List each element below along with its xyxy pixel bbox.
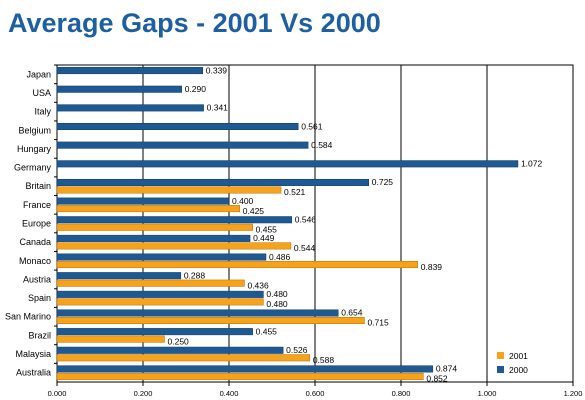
legend-label-2001: 2001 — [509, 351, 528, 361]
category-label: Malaysia — [15, 349, 51, 359]
x-tick-label: 0.800 — [392, 389, 411, 398]
value-label-2000: 0.725 — [372, 177, 394, 187]
bar-2000 — [56, 309, 339, 317]
category-label: Canada — [19, 237, 51, 247]
x-tick-label: 0.600 — [306, 389, 325, 398]
bar-2001 — [56, 354, 311, 362]
value-label-2000: 0.449 — [253, 233, 275, 243]
bar-2000 — [56, 141, 309, 149]
value-label-2000: 0.288 — [184, 270, 206, 280]
bar-2000 — [56, 290, 264, 298]
bar-2001 — [56, 205, 240, 213]
category-label: Japan — [26, 69, 51, 79]
legend-swatch-2001 — [497, 352, 504, 359]
bar-2001 — [56, 186, 282, 194]
category-label: France — [23, 200, 51, 210]
value-label-2000: 0.654 — [341, 308, 363, 318]
bar-2000 — [56, 365, 434, 373]
category-label: San Marino — [5, 312, 51, 322]
value-label-2000: 0.874 — [436, 364, 458, 374]
bar-2000 — [56, 253, 267, 261]
value-label-2001: 0.544 — [294, 243, 316, 253]
bar-2000 — [56, 346, 284, 354]
bar-2000 — [56, 272, 182, 280]
bar-2001 — [56, 316, 365, 324]
x-tick-label: 1.000 — [478, 389, 497, 398]
value-label-2001: 0.250 — [168, 336, 190, 346]
category-label: Australia — [16, 368, 51, 378]
bar-2000 — [56, 216, 293, 224]
value-label-2000: 0.339 — [206, 65, 228, 75]
value-label-2001: 0.839 — [421, 262, 443, 272]
bar-2001 — [56, 223, 253, 231]
value-label-2000: 0.290 — [185, 84, 207, 94]
value-label-2001: 0.715 — [367, 318, 389, 328]
x-tick-label: 0.400 — [220, 389, 239, 398]
bar-2000 — [56, 328, 253, 336]
bar-2001 — [56, 372, 424, 380]
x-tick-label: 0.200 — [134, 389, 153, 398]
category-label: Monaco — [19, 256, 51, 266]
bar-2001 — [56, 242, 292, 250]
value-label-2001: 0.521 — [284, 187, 306, 197]
bar-2000 — [56, 234, 251, 242]
bar-2000 — [56, 85, 182, 93]
value-label-2000: 0.526 — [286, 345, 308, 355]
category-label: Spain — [28, 293, 51, 303]
category-label: Italy — [34, 107, 51, 117]
value-label-2000: 0.480 — [266, 289, 288, 299]
bar-2001 — [56, 298, 264, 306]
category-label: Austria — [23, 274, 51, 284]
value-label-2001: 0.436 — [247, 280, 269, 290]
x-tick-label: 1.200 — [564, 389, 583, 398]
bar-2000 — [56, 123, 299, 131]
bar-2001 — [56, 335, 165, 343]
value-label-2000: 0.455 — [256, 326, 278, 336]
category-label: Britain — [25, 181, 51, 191]
value-label-2001: 0.480 — [266, 299, 288, 309]
category-label: Brazil — [28, 330, 51, 340]
value-label-2000: 0.561 — [301, 121, 323, 131]
bar-2000 — [56, 104, 204, 112]
category-label: Belgium — [18, 125, 51, 135]
bar-2000 — [56, 67, 204, 75]
legend-label-2000: 2000 — [509, 365, 528, 375]
chart-title: Average Gaps - 2001 Vs 2000 — [8, 8, 381, 38]
bar-2000 — [56, 160, 519, 168]
bar-2000 — [56, 178, 369, 186]
value-label-2001: 0.455 — [256, 225, 278, 235]
value-label-2000: 0.486 — [269, 252, 291, 262]
x-tick-label: 0.000 — [48, 389, 67, 398]
value-label-2001: 0.588 — [313, 355, 335, 365]
value-label-2001: 0.852 — [426, 374, 448, 384]
category-label: Germany — [14, 163, 52, 173]
value-label-2000: 1.072 — [521, 159, 543, 169]
value-label-2000: 0.584 — [311, 140, 333, 150]
category-label: USA — [32, 88, 51, 98]
value-label-2000: 0.400 — [232, 196, 254, 206]
category-label: Europe — [22, 219, 51, 229]
value-label-2001: 0.425 — [243, 206, 265, 216]
category-label: Hungary — [17, 144, 52, 154]
legend-swatch-2000 — [497, 366, 504, 373]
bar-2001 — [56, 261, 419, 269]
value-label-2000: 0.546 — [295, 215, 317, 225]
bar-2000 — [56, 197, 230, 205]
bar-2001 — [56, 279, 245, 287]
value-label-2000: 0.341 — [207, 103, 229, 113]
